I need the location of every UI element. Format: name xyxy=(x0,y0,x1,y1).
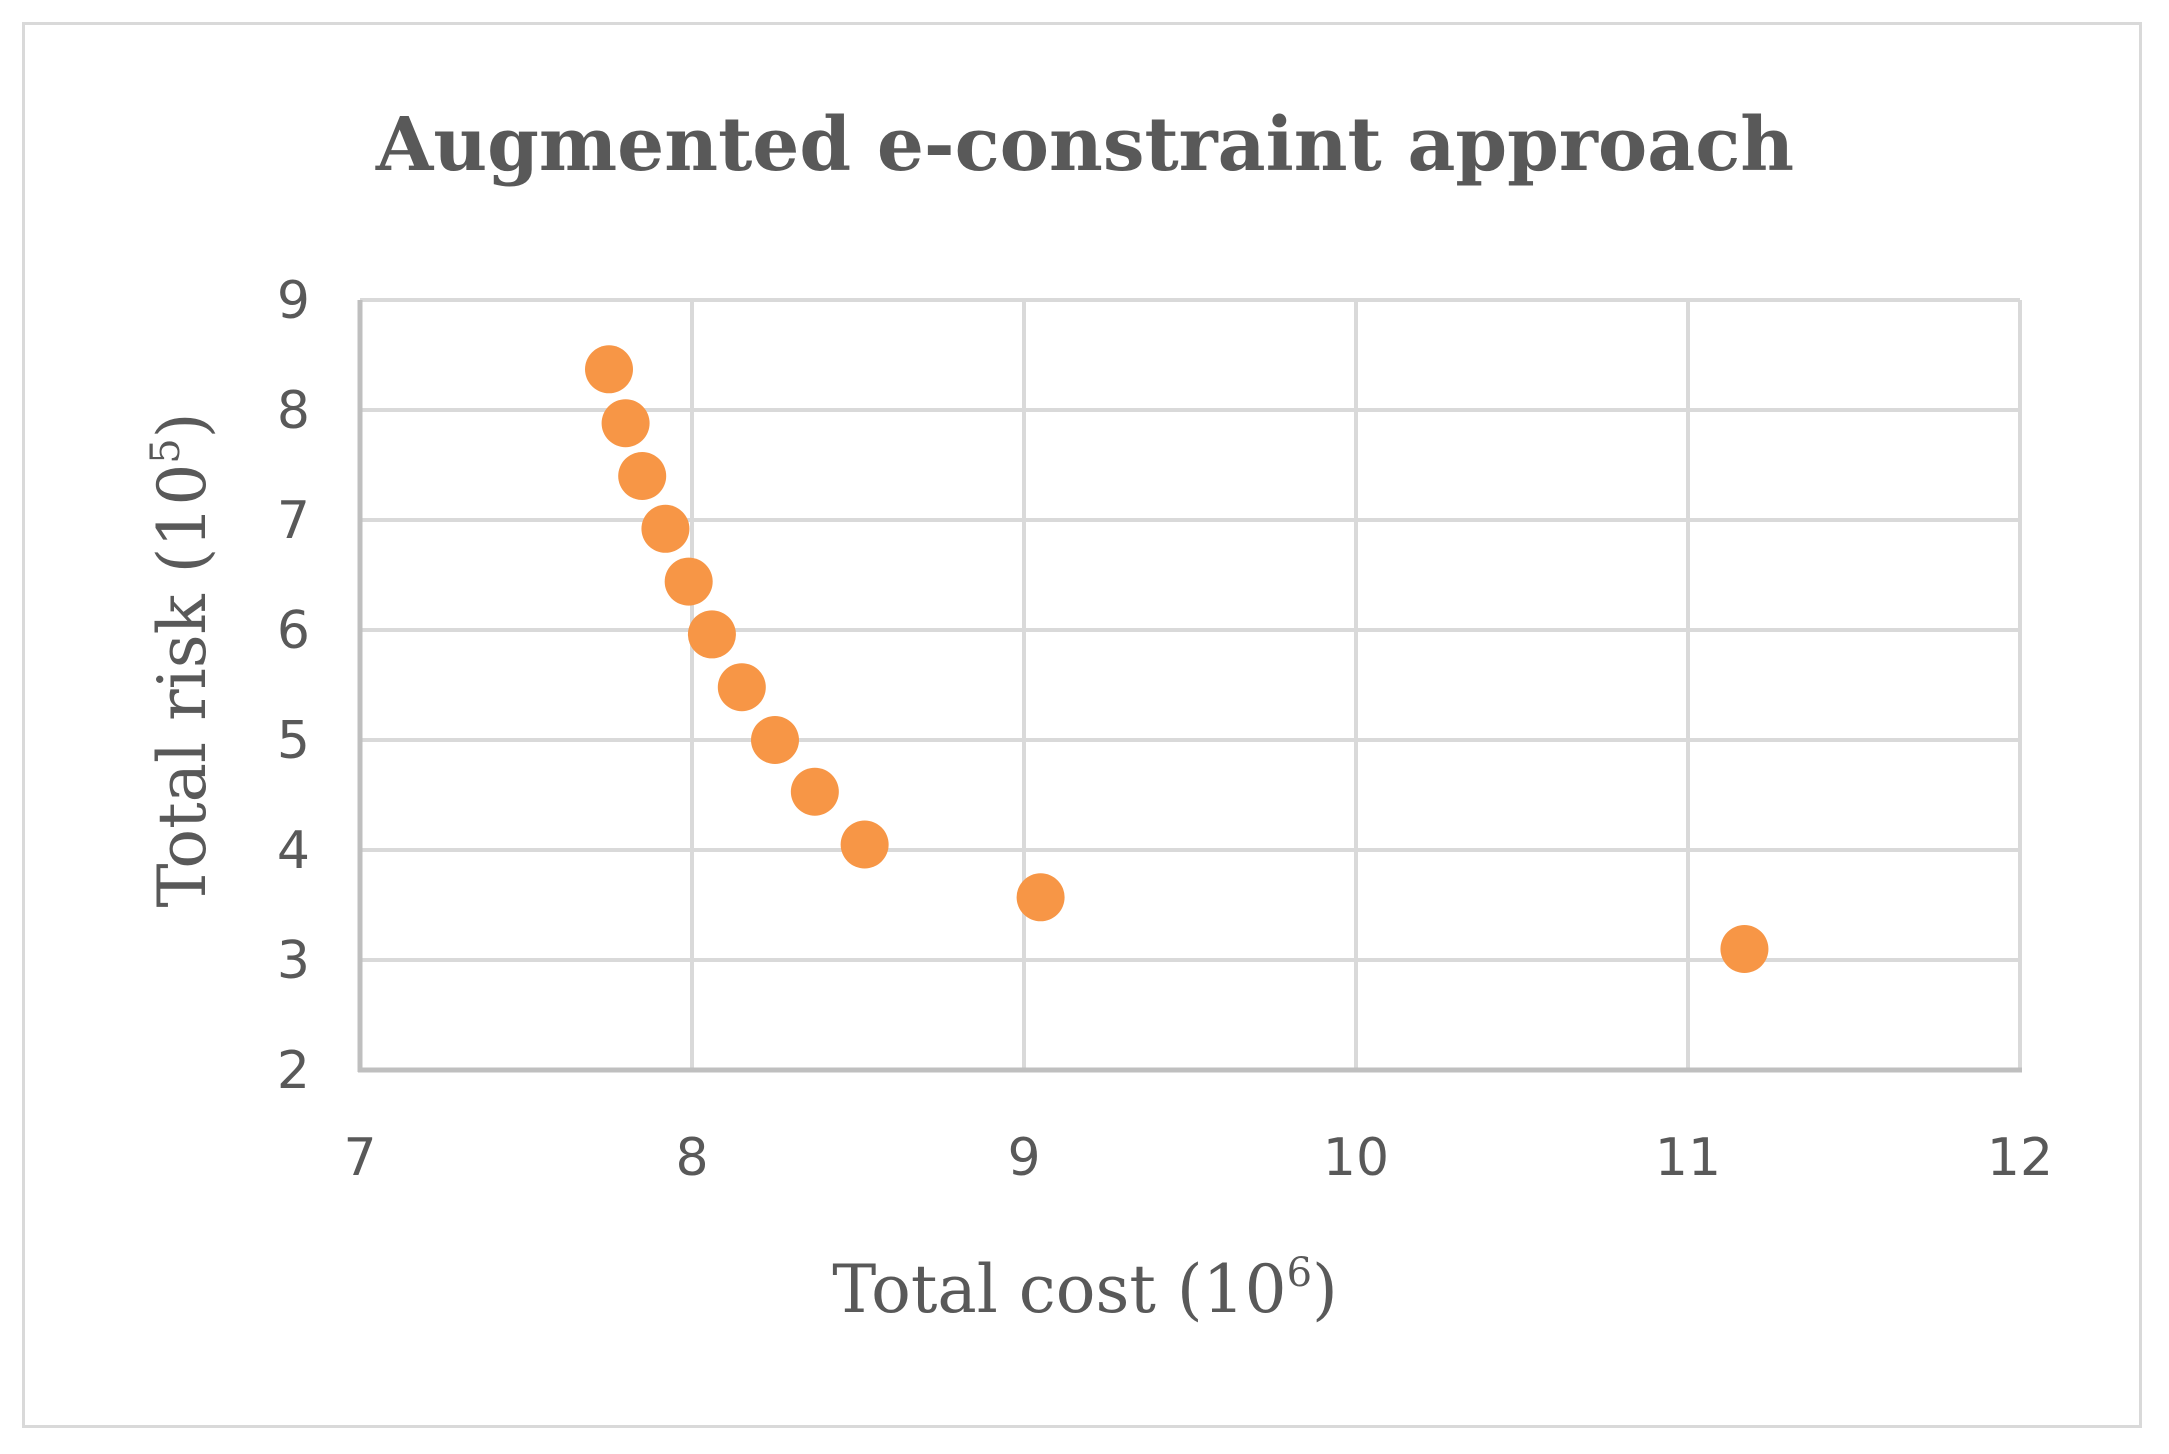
data-point xyxy=(717,663,766,712)
x-axis-title: Total cost (106) xyxy=(832,1250,1338,1328)
x-tick-label: 9 xyxy=(1007,1128,1040,1188)
data-point xyxy=(664,557,713,606)
x-tick-label: 10 xyxy=(1323,1128,1389,1188)
x-tick-label: 12 xyxy=(1987,1128,2053,1188)
y-tick-label: 7 xyxy=(277,491,310,551)
y-tick-label: 2 xyxy=(277,1041,310,1101)
axes xyxy=(357,300,2022,1073)
data-point xyxy=(1016,873,1065,922)
y-tick-label: 8 xyxy=(277,381,310,441)
y-tick-label: 6 xyxy=(277,601,310,661)
data-point xyxy=(601,399,650,448)
y-tick-label: 9 xyxy=(277,271,310,331)
y-tick-label: 3 xyxy=(277,931,310,991)
data-point xyxy=(790,767,839,816)
chart-title: Augmented e-constraint approach xyxy=(375,102,1794,188)
data-point xyxy=(618,452,667,500)
data-points xyxy=(585,345,1769,973)
y-tick-label: 4 xyxy=(277,821,310,881)
y-axis-title: Total risk (105) xyxy=(143,412,221,907)
y-tick-labels: 2 3 4 5 6 7 8 9 xyxy=(277,271,310,1101)
y-tick-label: 5 xyxy=(277,711,310,771)
x-tick-label: 11 xyxy=(1655,1128,1721,1188)
data-point xyxy=(1720,925,1769,973)
data-point xyxy=(585,345,633,394)
x-tick-labels: 7 8 9 10 11 12 xyxy=(343,1128,2053,1188)
data-point xyxy=(687,610,736,659)
chart-frame xyxy=(22,22,2142,1428)
data-point xyxy=(641,504,690,553)
x-tick-label: 7 xyxy=(343,1128,376,1188)
data-point xyxy=(751,716,799,764)
x-tick-label: 8 xyxy=(675,1128,708,1188)
data-point xyxy=(840,820,889,869)
